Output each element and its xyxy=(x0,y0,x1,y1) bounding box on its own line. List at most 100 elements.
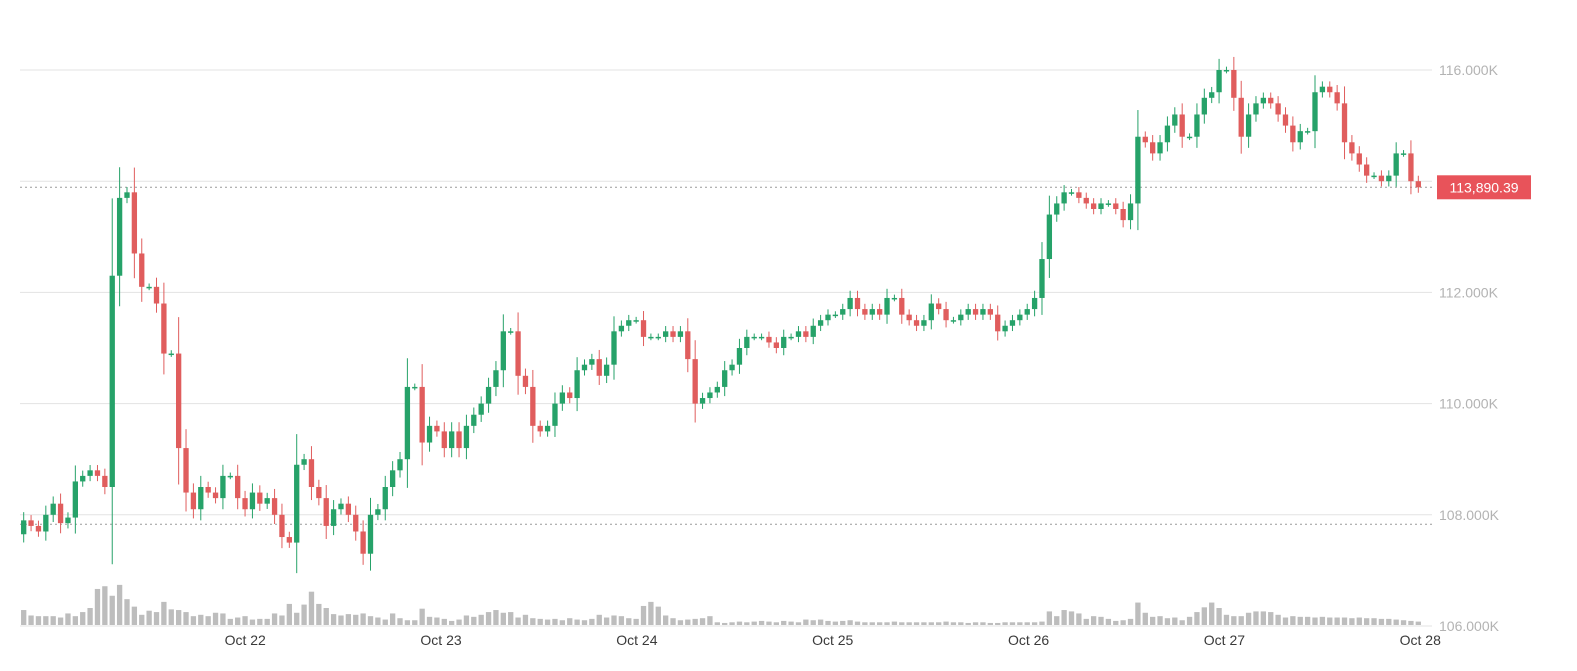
candle-up[interactable] xyxy=(500,331,506,371)
candle-down[interactable] xyxy=(1179,114,1185,137)
candle-up[interactable] xyxy=(1039,259,1045,298)
candle-up[interactable] xyxy=(810,325,816,337)
candle-up[interactable] xyxy=(714,386,720,393)
candle-up[interactable] xyxy=(294,464,300,543)
candle-down[interactable] xyxy=(1142,136,1148,143)
candle-up[interactable] xyxy=(1223,70,1230,72)
candle-up[interactable] xyxy=(736,348,743,365)
candle-down[interactable] xyxy=(899,297,905,315)
candle-up[interactable] xyxy=(426,425,433,443)
candle-up[interactable] xyxy=(367,514,374,554)
candle-up[interactable] xyxy=(1194,114,1200,137)
candle-up[interactable] xyxy=(758,336,765,339)
candle-up[interactable] xyxy=(116,197,123,276)
candle-up[interactable] xyxy=(1157,142,1163,154)
candle-down[interactable] xyxy=(1415,181,1421,188)
candle-up[interactable] xyxy=(847,297,853,310)
candle-up[interactable] xyxy=(1400,153,1407,155)
candle-up[interactable] xyxy=(1172,114,1178,126)
candle-down[interactable] xyxy=(1113,203,1119,209)
candle-down[interactable] xyxy=(1275,103,1281,115)
candle-up[interactable] xyxy=(1201,97,1207,115)
candle-up[interactable] xyxy=(781,336,787,348)
candle-up[interactable] xyxy=(869,309,875,315)
candle-up[interactable] xyxy=(751,336,757,339)
candle-down[interactable] xyxy=(28,520,34,526)
candle-down[interactable] xyxy=(456,431,462,449)
candle-up[interactable] xyxy=(825,314,831,321)
candle-up[interactable] xyxy=(958,314,964,321)
candle-up[interactable] xyxy=(1319,86,1326,93)
candle-down[interactable] xyxy=(271,498,278,515)
candle-up[interactable] xyxy=(1017,314,1023,321)
candle-up[interactable] xyxy=(382,487,388,510)
candle-down[interactable] xyxy=(995,314,1001,332)
candle-down[interactable] xyxy=(360,531,366,554)
candle-up[interactable] xyxy=(559,392,566,404)
candle-up[interactable] xyxy=(633,320,639,322)
candle-up[interactable] xyxy=(1186,136,1193,139)
candle-up[interactable] xyxy=(1386,175,1392,182)
candle-up[interactable] xyxy=(707,392,713,399)
candle-down[interactable] xyxy=(515,331,521,376)
candle-up[interactable] xyxy=(663,331,669,337)
candle-up[interactable] xyxy=(198,487,204,510)
candle-down[interactable] xyxy=(353,514,359,532)
candle-up[interactable] xyxy=(330,509,337,526)
candle-up[interactable] xyxy=(1061,192,1067,204)
candle-up[interactable] xyxy=(338,503,344,510)
candle-up[interactable] xyxy=(1046,214,1053,260)
candle-down[interactable] xyxy=(57,503,64,524)
candle-up[interactable] xyxy=(655,336,661,339)
candle-up[interactable] xyxy=(21,520,27,535)
candle-up[interactable] xyxy=(677,331,684,337)
candle-down[interactable] xyxy=(936,303,942,310)
candle-up[interactable] xyxy=(832,314,839,317)
candle-down[interactable] xyxy=(972,309,979,315)
candle-down[interactable] xyxy=(235,475,241,499)
candle-up[interactable] xyxy=(87,470,93,476)
candle-up[interactable] xyxy=(485,386,492,404)
candle-up[interactable] xyxy=(463,425,470,449)
candle-down[interactable] xyxy=(803,331,809,337)
candle-down[interactable] xyxy=(1090,203,1097,209)
candle-down[interactable] xyxy=(854,297,861,310)
candles[interactable] xyxy=(21,56,1421,574)
candle-down[interactable] xyxy=(419,386,425,443)
candle-up[interactable] xyxy=(795,331,802,337)
candle-down[interactable] xyxy=(1076,192,1082,198)
candle-down[interactable] xyxy=(1290,125,1296,143)
candle-down[interactable] xyxy=(987,309,993,315)
candle-up[interactable] xyxy=(1024,309,1030,315)
candle-up[interactable] xyxy=(891,297,898,300)
candle-up[interactable] xyxy=(220,475,226,499)
candle-up[interactable] xyxy=(124,192,130,198)
candle-up[interactable] xyxy=(478,403,484,415)
candle-up[interactable] xyxy=(722,370,728,387)
candle-up[interactable] xyxy=(648,336,654,339)
candle-down[interactable] xyxy=(131,192,138,254)
candle-up[interactable] xyxy=(928,303,934,321)
candle-up[interactable] xyxy=(1127,203,1134,221)
candle-down[interactable] xyxy=(153,286,160,304)
candle-down[interactable] xyxy=(1378,175,1385,182)
candle-up[interactable] xyxy=(1098,203,1104,209)
candle-up[interactable] xyxy=(227,475,233,478)
candle-up[interactable] xyxy=(788,336,794,339)
candle-up[interactable] xyxy=(412,386,418,389)
candle-up[interactable] xyxy=(589,359,595,365)
candle-up[interactable] xyxy=(508,331,514,333)
candle-down[interactable] xyxy=(345,503,352,515)
candle-up[interactable] xyxy=(729,364,735,371)
candle-up[interactable] xyxy=(493,370,499,387)
candle-down[interactable] xyxy=(913,320,920,326)
candle-down[interactable] xyxy=(596,359,602,376)
candle-down[interactable] xyxy=(906,314,912,321)
candle-up[interactable] xyxy=(1371,175,1377,178)
candle-up[interactable] xyxy=(1393,153,1399,176)
candle-up[interactable] xyxy=(544,425,551,432)
candle-up[interactable] xyxy=(1312,92,1318,132)
candle-up[interactable] xyxy=(1216,70,1222,93)
